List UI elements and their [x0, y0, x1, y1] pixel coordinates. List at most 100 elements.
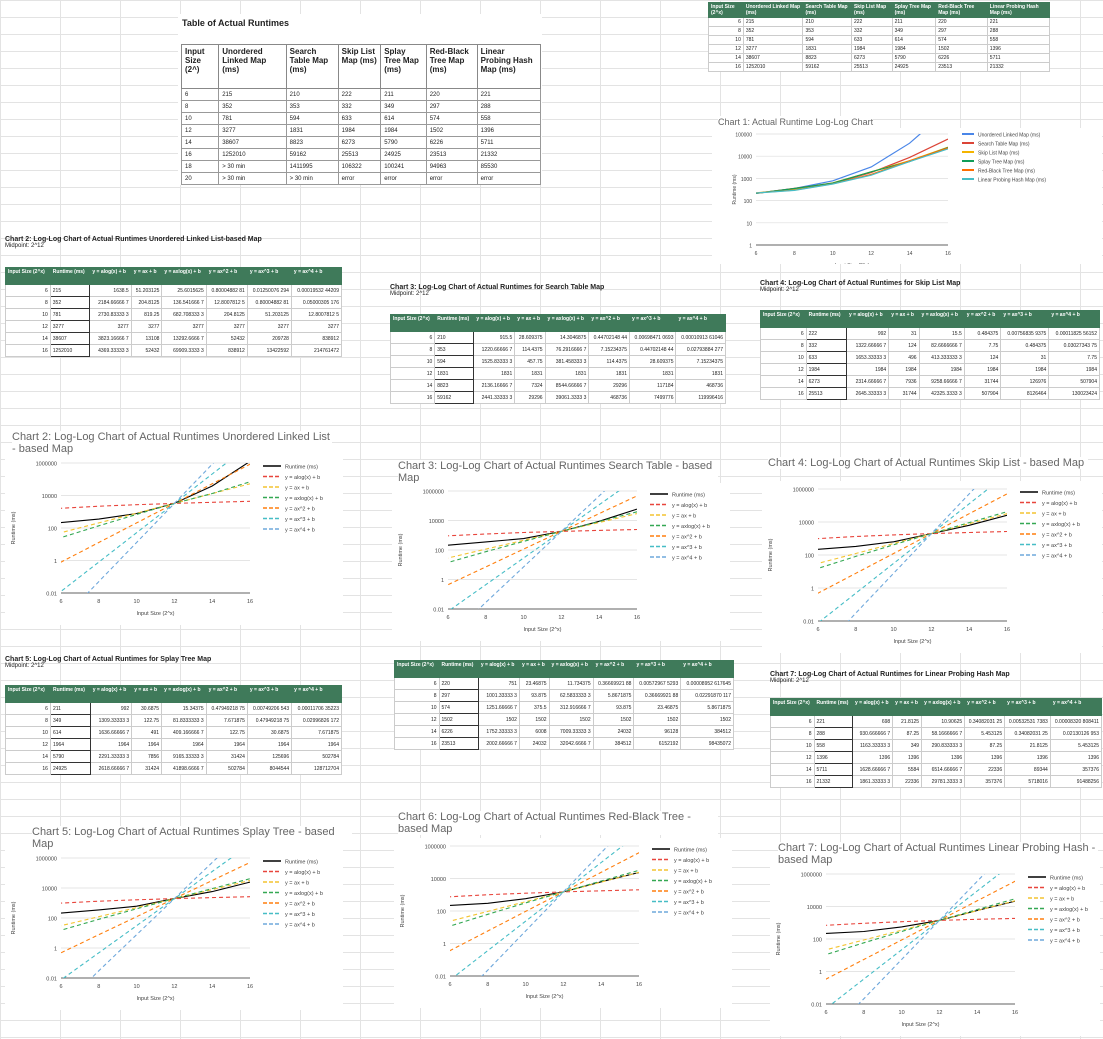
legend-label: Runtime (ms) [1050, 876, 1083, 882]
table-cell: 6 [5, 284, 51, 297]
table-cell: 502784 [205, 762, 248, 775]
table-row: 8 352 353 332 349 297 288 [708, 26, 1051, 36]
column-header: Skip List Map (ms) [850, 2, 893, 18]
table-cell: 0.47949218 75 [246, 714, 293, 727]
table-cell: 98435072 [680, 737, 734, 750]
x-tick-label: 16 [247, 984, 253, 990]
table-cell: 1984 [1048, 363, 1100, 376]
table-cell: 1984 [963, 363, 1002, 376]
main-runtime-table: Input Size (2^) Unordered Linked Map (ms)… [180, 44, 542, 185]
y-tick-label: 1 [749, 244, 752, 250]
table-cell: 16 [708, 62, 744, 72]
table-cell: 349 [891, 26, 937, 36]
table-cell: 3277 [89, 320, 132, 333]
table-cell: 297 [935, 26, 988, 36]
table-cell: 52432 [205, 332, 248, 345]
legend-label: Runtime (ms) [1042, 491, 1075, 497]
table-cell: 12 [708, 44, 744, 54]
column-header: y = alog(x) + b [473, 314, 516, 332]
table-cell: 5718016 [1004, 775, 1051, 788]
series-line [61, 878, 250, 931]
table-cell: 574 [425, 112, 478, 125]
table-cell: 1653.33333 3 [846, 351, 890, 364]
fit-table-wrap: Input Size (2^x) Runtime (ms) y = alog(x) … [5, 267, 343, 357]
table-cell: 31 [888, 327, 920, 340]
chart-container: 0.01 1 100 10000 1000000 6 8 10 12 14 16 Input Size… [762, 481, 1102, 653]
legend-label: y = ax^2 + b [1042, 533, 1072, 539]
table-cell: 0.00008320 808411 [1049, 715, 1103, 728]
table-cell: 8044544 [246, 762, 293, 775]
table-cell: 5790 [49, 750, 91, 763]
table-cell: 7856 [131, 750, 163, 763]
table-cell: 930.666666 7 [851, 727, 894, 740]
table-cell: 381.458333 3 [544, 355, 590, 368]
table-row: 6 221 698 21.8125 10.90625 0.34082031 25 0.005… [770, 715, 1103, 728]
column-header: y = ax^2 + b [963, 310, 1002, 328]
table-cell: 0.00011706 35223 [291, 702, 342, 715]
table-cell: 2002.66666 7 [477, 737, 520, 750]
table-cell: 31424 [131, 762, 163, 775]
y-tick-label: 1 [54, 947, 57, 953]
x-axis-label: Input Size (2^x) [525, 994, 563, 1000]
column-header: Search Table Map (ms) [285, 44, 339, 89]
table-cell: 1309.33333 3 [89, 714, 133, 727]
table-row: 10 781 594 633 614 574 558 [708, 35, 1051, 45]
table-cell: 352 [742, 26, 804, 36]
table-cell: 8 [389, 343, 436, 356]
section-title: Chart 7: Log-Log Chart of Actual Runtime… [770, 671, 1010, 678]
table-cell: 1861.33333 3 [851, 775, 894, 788]
table-cell: 3277 [161, 320, 207, 333]
chart-svg: 0.01 1 100 10000 1000000 6 8 10 12 14 16 Input Size… [776, 873, 1088, 1029]
table-cell: 8 [180, 100, 220, 113]
table-cell: 8126464 [1000, 387, 1050, 400]
legend-label: y = alog(x) + b [674, 858, 709, 864]
legend-label: y = axlog(x) + b [1042, 522, 1080, 528]
y-tick-label: 0.01 [811, 1003, 822, 1009]
table-cell: 0.34082031 25 [1004, 727, 1051, 740]
header-row: Input Size (2^) Unordered Linked Map (ms)… [180, 44, 542, 89]
y-tick-label: 1 [819, 970, 822, 976]
table-cell: 4369.33333 3 [89, 344, 132, 357]
section-header: Chart 2: Log-Log Chart of Actual Runtime… [5, 236, 262, 249]
x-tick-label: 10 [899, 1010, 905, 1016]
column-header: Input Size (2^x) [770, 698, 815, 716]
table-cell: 375.5 [518, 701, 550, 714]
table-cell: 24925 [891, 62, 937, 72]
table-cell: 1396 [986, 44, 1051, 54]
table-cell: 413.333333 3 [918, 351, 965, 364]
column-header: y = alog(x) + b [477, 660, 520, 678]
table-cell: 9258.66666 7 [918, 375, 965, 388]
column-header: Input Size (2^x) [389, 314, 436, 332]
column-header: Input Size (2^x) [760, 310, 807, 328]
table-cell: 93.875 [592, 701, 635, 714]
table-cell: 8823 [802, 53, 852, 63]
column-header: y = ax^3 + b [633, 660, 682, 678]
table-cell: 1984 [850, 44, 893, 54]
table-cell: 7936 [888, 375, 920, 388]
table-cell: 332 [850, 26, 893, 36]
table-cell: 8 [5, 714, 51, 727]
table-cell: 7009.33333 3 [548, 725, 594, 738]
chart1-container: 1 10 100 1000 10000 100000 6 8 10 12 14 16 Input Siz… [712, 128, 1102, 269]
table-cell: 25513 [850, 62, 893, 72]
table-cell: 0.484375 [963, 327, 1002, 340]
table-cell: 30.6875 [246, 726, 293, 739]
table-cell: 31 [1000, 351, 1050, 364]
table-row: 16 24925 2618.66666 7 31424 41898.6666 7 5027… [5, 762, 342, 775]
table-cell: 7.671875 [291, 726, 342, 739]
table-cell: 1831 [285, 124, 339, 137]
section-title: Chart 2: Log-Log Chart of Actual Runtime… [5, 236, 262, 243]
x-tick-label: 10 [521, 615, 527, 621]
table-cell: 23.46875 [518, 677, 550, 690]
table-cell: 12 [770, 751, 815, 764]
y-tick-label: 10000 [431, 877, 446, 883]
table-cell: 781 [742, 35, 804, 45]
legend-label: y = axlog(x) + b [1050, 907, 1088, 913]
column-header: y = ax^4 + b [290, 267, 343, 285]
x-tick-label: 16 [247, 599, 253, 605]
table-cell: 1752.33333 3 [477, 725, 520, 738]
table-cell: 1220.66666 7 [473, 343, 516, 356]
table-cell: 0.484375 [1000, 339, 1050, 352]
column-header: Linear Probing Hash Map (ms) [986, 2, 1051, 18]
table-cell: 0.44702148 44 [628, 343, 677, 356]
